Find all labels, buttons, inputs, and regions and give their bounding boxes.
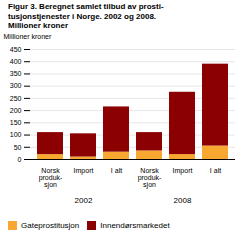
html-text:Innendørsmarkedet: Innendørsmarkedet [100,220,170,230]
svg-text:100: 100 [10,131,22,138]
svg-text:400: 400 [10,58,22,65]
svg-text:Norskproduk-sjon: Norskproduk-sjon [138,167,162,189]
svg-text:250: 250 [10,94,22,101]
svg-text:Import: Import [74,167,94,175]
svg-text:Millioner kroner: Millioner kroner [4,33,53,40]
svg-text:2002: 2002 [75,196,93,205]
svg-text:Norskproduk-sjon: Norskproduk-sjon [39,167,63,189]
svg-text:I alt: I alt [111,167,122,174]
svg-text:350: 350 [10,70,22,77]
svg-text:50: 50 [14,143,22,150]
svg-text:450: 450 [10,46,22,53]
svg-text:I alt: I alt [210,167,221,174]
html-text:Figur 3. Beregnet samlet tilbu: Figur 3. Beregnet samlet tilbud av prost… [8,2,164,31]
svg-text:300: 300 [10,82,22,89]
svg-text:0: 0 [18,156,22,163]
svg-text:2008: 2008 [174,196,192,205]
svg-text:150: 150 [10,119,22,126]
html-text:Gateprostitusjon: Gateprostitusjon [21,220,80,230]
svg-text:Import: Import [173,167,193,175]
svg-text:200: 200 [10,107,22,114]
